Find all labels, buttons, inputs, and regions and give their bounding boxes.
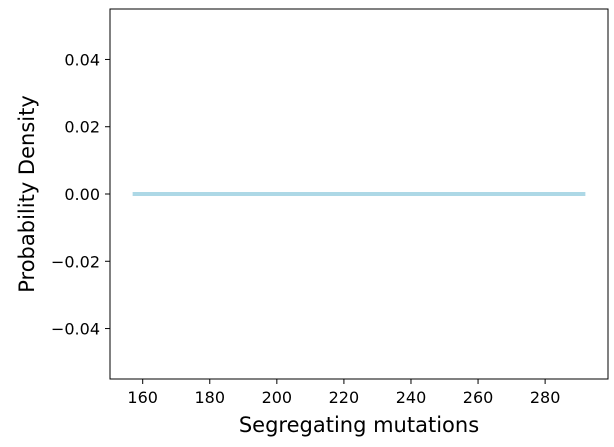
x-tick-label: 240 — [396, 388, 427, 407]
x-axis-ticks: 160 180 200 220 240 260 280 — [127, 379, 560, 407]
y-axis-ticks: 0.04 0.02 0.00 −0.02 −0.04 — [51, 50, 110, 339]
y-tick-label: 0.02 — [64, 118, 100, 137]
y-axis-label: Probability Density — [15, 95, 39, 293]
x-tick-label: 220 — [329, 388, 360, 407]
x-tick-label: 180 — [194, 388, 225, 407]
plot-frame — [109, 8, 609, 380]
x-tick-label: 260 — [463, 388, 494, 407]
y-tick-label: −0.04 — [51, 320, 100, 339]
x-axis-label: Segregating mutations — [239, 413, 479, 437]
x-tick-label: 200 — [262, 388, 293, 407]
x-tick-label: 280 — [530, 388, 561, 407]
y-tick-label: 0.04 — [64, 50, 100, 69]
x-tick-label: 160 — [127, 388, 158, 407]
y-tick-label: 0.00 — [64, 185, 100, 204]
y-tick-label: −0.02 — [51, 252, 100, 271]
